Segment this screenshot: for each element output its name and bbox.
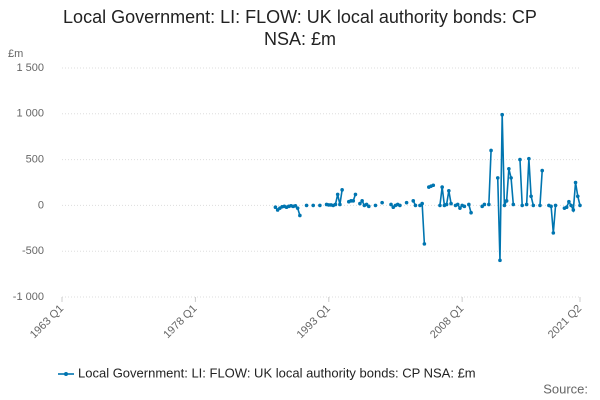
point bbox=[551, 231, 556, 235]
point bbox=[564, 205, 569, 210]
y-tick-label: -500 bbox=[22, 245, 44, 257]
x-tick-label: 1978 Q1 bbox=[161, 303, 199, 341]
point bbox=[458, 206, 462, 210]
point bbox=[298, 213, 302, 218]
point bbox=[273, 205, 278, 210]
point bbox=[413, 203, 418, 208]
point bbox=[360, 199, 364, 203]
point bbox=[389, 202, 393, 207]
point bbox=[509, 176, 513, 180]
point bbox=[358, 201, 362, 206]
legend-label: Local Government: LI: FLOW: UK local aut… bbox=[78, 365, 476, 380]
y-tick-label: 1 500 bbox=[16, 62, 44, 74]
point bbox=[333, 202, 338, 207]
point bbox=[318, 203, 322, 208]
point bbox=[295, 206, 300, 210]
point bbox=[462, 204, 467, 209]
point bbox=[504, 199, 509, 203]
point bbox=[529, 194, 533, 199]
point bbox=[540, 168, 545, 173]
point bbox=[569, 203, 573, 208]
y-tick-label: -1 000 bbox=[13, 291, 44, 303]
legend-marker bbox=[64, 372, 68, 376]
point bbox=[311, 203, 316, 208]
point bbox=[438, 203, 442, 208]
point bbox=[518, 157, 522, 162]
point bbox=[538, 203, 542, 208]
point bbox=[549, 204, 553, 209]
point bbox=[373, 203, 378, 208]
x-tick-label: 2021 Q2 bbox=[546, 303, 584, 341]
point bbox=[502, 203, 507, 208]
point bbox=[500, 112, 504, 117]
point bbox=[467, 202, 471, 207]
point bbox=[531, 203, 536, 208]
point bbox=[571, 208, 576, 212]
point bbox=[340, 188, 344, 192]
point bbox=[335, 192, 340, 197]
point bbox=[567, 199, 571, 204]
x-tick-label: 2008 Q1 bbox=[428, 303, 466, 341]
point bbox=[469, 210, 473, 215]
point bbox=[338, 202, 342, 207]
point bbox=[524, 202, 529, 207]
point bbox=[520, 203, 524, 208]
y-axis-label: £m bbox=[8, 48, 23, 60]
point bbox=[351, 199, 356, 203]
point bbox=[447, 188, 451, 193]
point bbox=[440, 185, 444, 189]
point bbox=[398, 203, 402, 208]
y-tick-label: 1 000 bbox=[16, 108, 44, 120]
point bbox=[404, 200, 409, 205]
point bbox=[455, 202, 460, 207]
point bbox=[380, 200, 384, 205]
point bbox=[293, 204, 298, 208]
point bbox=[431, 183, 436, 188]
chart-title: Local Government: LI: FLOW: UK local aut… bbox=[63, 7, 537, 49]
point bbox=[487, 202, 491, 207]
point bbox=[527, 156, 531, 161]
point bbox=[444, 202, 449, 207]
point bbox=[575, 194, 580, 199]
point bbox=[420, 201, 424, 206]
point bbox=[482, 202, 487, 207]
source: Source: bbox=[543, 381, 588, 396]
y-tick-label: 0 bbox=[38, 199, 44, 211]
point bbox=[422, 242, 427, 246]
point bbox=[573, 180, 578, 185]
point bbox=[507, 166, 511, 171]
x-tick-label: 1993 Q1 bbox=[295, 303, 333, 341]
point bbox=[578, 203, 582, 208]
point bbox=[489, 148, 493, 153]
point bbox=[553, 203, 558, 208]
point bbox=[304, 203, 309, 208]
point bbox=[411, 199, 416, 203]
point bbox=[449, 201, 453, 206]
x-tick-label: 1963 Q1 bbox=[28, 303, 66, 341]
point bbox=[366, 204, 371, 209]
y-tick-label: 500 bbox=[26, 154, 44, 166]
point bbox=[511, 202, 516, 207]
point bbox=[495, 176, 500, 180]
point bbox=[498, 258, 502, 263]
point bbox=[353, 192, 358, 197]
